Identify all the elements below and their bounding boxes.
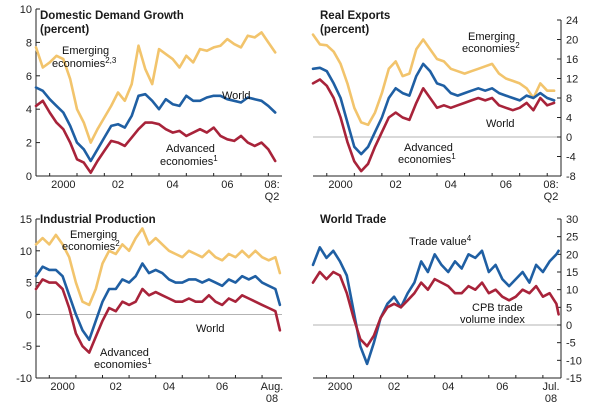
x-end-label: Q2 [544,191,559,203]
y-tick-label: 4 [26,104,32,116]
y-tick-label: 8 [566,93,572,105]
series-label-cpb: CPB trade volume index [460,302,526,326]
y-tick-label: 15 [566,267,578,279]
x-end-label: 08: [264,179,279,191]
series-line-advanced [311,78,556,173]
y-tick-label: 2 [26,138,32,150]
panel-title: Domestic Demand Growth [40,10,184,22]
series-line-emerging [34,227,282,307]
y-tick-label: -4 [566,152,576,164]
x-tick-label: 04 [442,381,454,393]
series-layer [311,246,560,366]
panel-domestic-demand-growth: Domestic Demand Growth (percent) 0246810… [20,4,282,203]
x-tick-label: 06 [216,381,228,393]
x-tick-label: 2000 [51,179,75,191]
y-tick-label: -5 [566,338,576,350]
series-line-emerging [34,31,277,144]
panel-title: Industrial Production [40,214,156,226]
series-line-advanced [34,99,277,174]
y-tick-label: -10 [566,355,582,367]
series-layer [34,227,282,354]
y-tick-label: 12 [566,74,578,86]
series-layer [311,33,556,173]
x-tick-label: 06 [221,179,233,191]
series-label-emerging: Emerging economies2,3 [52,45,117,70]
x-tick-label: 04 [163,381,175,393]
series-line-emerging [311,33,556,127]
x-tick-label: 06 [496,381,508,393]
series-label-advanced: Advanced economies1 [160,143,218,168]
x-tick-label: 2000 [50,381,74,393]
panel-subtitle: (percent) [320,24,369,36]
y-tick-label: 0 [566,320,572,332]
panel-world-trade: World Trade -15 -10 -5 0 5 10 15 20 25 30 2000 02 04… [311,214,582,405]
series-line-advanced [34,278,282,354]
x-tick-label: 06 [500,179,512,191]
panel-industrial-production: Industrial Production -10 -5 0 5 10 15 2000 02 0… [16,214,283,405]
y-tick-label: 4 [566,113,572,125]
panel-subtitle: (percent) [40,24,89,36]
x-end-label: Aug. [261,381,284,393]
y-tick-label: 0 [26,309,32,321]
y-tick-label: 10 [20,4,32,16]
x-tick-label: 2000 [328,179,352,191]
panel-title: Real Exports [320,10,390,22]
y-tick-label: -10 [16,373,32,385]
y-tick-label: -15 [566,373,582,385]
x-end-label: Jul. [542,381,559,393]
series-layer [34,31,277,174]
x-tick-label: 02 [390,179,402,191]
y-tick-label: 5 [26,278,32,290]
y-tick-label: 10 [566,285,578,297]
y-tick-label: 15 [20,214,32,226]
x-end-label: 08: [543,179,558,191]
series-line-advanced [311,270,560,348]
y-tick-label: 16 [566,54,578,66]
series-label-advanced: Advanced economies1 [398,142,456,166]
x-tick-label: 04 [445,179,457,191]
x-tick-label: 02 [388,381,400,393]
y-tick-label: 0 [26,171,32,183]
y-tick-label: 6 [26,71,32,83]
y-tick-label: 8 [26,37,32,49]
y-tick-label: -5 [22,341,32,353]
y-tick-label: -8 [566,171,576,183]
panel-real-exports: Real Exports (percent) -8-40481216202420… [311,10,578,203]
x-tick-label: 2000 [328,381,352,393]
series-label-world: World [196,323,225,335]
y-tick-label: 20 [566,249,578,261]
y-tick-label: 0 [566,132,572,144]
series-label-world: World [222,90,251,102]
x-end-label: 08 [545,393,557,405]
x-tick-label: 02 [110,381,122,393]
y-tick-label: 10 [20,246,32,258]
y-tick-label: 24 [566,15,578,27]
series-label-emerging: Emerging economies2 [62,229,120,253]
series-line-world [311,246,560,366]
series-line-world [311,62,556,156]
series-label-advanced: Advanced economies1 [94,347,152,371]
panel-title: World Trade [320,214,386,226]
series-label-world: World [486,118,515,130]
y-tick-label: 20 [566,35,578,47]
axes: -10 -5 0 5 10 15 2000 02 04 06 Aug.08 [16,214,283,405]
y-tick-label: 25 [566,232,578,244]
series-line-world [34,86,277,163]
axes: -15 -10 -5 0 5 10 15 20 25 30 2000 02 04 06 Jul.08 [313,214,582,405]
series-label-emerging: Emerging economies2 [462,31,520,55]
y-tick-label: 30 [566,214,578,226]
series-line-world [34,262,282,342]
y-tick-label: 5 [566,302,572,314]
x-tick-label: 02 [112,179,124,191]
x-end-label: Q2 [265,191,280,203]
x-end-label: 08 [266,393,278,405]
x-tick-label: 04 [167,179,179,191]
series-label-trade-value: Trade value4 [409,234,472,248]
